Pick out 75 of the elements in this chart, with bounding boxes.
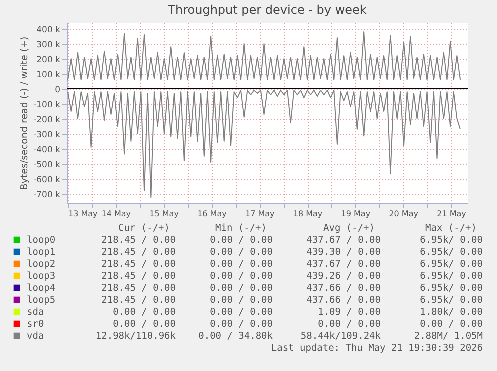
chart-title: Throughput per device - by week [167, 3, 367, 17]
y-tick-label: 200 k [36, 56, 61, 66]
text: 0.00 / 0.00 [210, 235, 274, 246]
text: 218.45 / 0.00 [102, 247, 176, 258]
x-tick-label: 15 May [150, 210, 180, 218]
y-tick-label: -500 k [34, 160, 61, 170]
text: Cur (-/+) [118, 223, 170, 234]
line-series [68, 90, 462, 198]
x-tick-label: 21 May [437, 210, 467, 218]
text: 6.95k/ 0.00 [420, 295, 484, 306]
x-tick-label: 17 May [245, 210, 276, 218]
legend-label: sr0 [27, 319, 44, 330]
text: 0.00 / 0.00 [210, 247, 274, 258]
text: 0.00 / 34.80k [198, 331, 274, 342]
text: 2.88M/ 1.05M [414, 331, 484, 342]
text: 437.67 / 0.00 [306, 235, 382, 246]
text: 0.00 / 0.00 [420, 319, 484, 330]
legend-label: loop3 [27, 271, 56, 282]
x-tick-label: 18 May [293, 210, 323, 218]
legend-label: loop5 [27, 295, 56, 306]
legend-label: sda [27, 307, 44, 318]
y-tick-label: -300 k [34, 130, 61, 140]
legend-label: loop0 [27, 235, 56, 246]
text: 218.45 / 0.00 [102, 283, 176, 294]
y-tick-label: -600 k [34, 176, 61, 186]
y-tick-label: 400 k [36, 26, 61, 36]
legend-label: loop2 [27, 259, 56, 270]
y-tick-label: 100 k [36, 70, 61, 80]
y-tick-label: -200 k [34, 116, 61, 126]
x-tick-label: 20 May [389, 210, 419, 218]
y-tick-label: 0 [55, 86, 60, 96]
y-tick-label: 300 k [36, 40, 61, 50]
text: 0.00 / 0.00 [318, 319, 382, 330]
x-tick-label: 13 May [68, 210, 98, 218]
text: Max (-/+) [426, 223, 477, 234]
text: 58.44k/109.24k [300, 331, 382, 342]
text: 0.00 / 0.00 [210, 295, 274, 306]
text: 437.66 / 0.00 [306, 295, 382, 306]
x-tick-label: 14 May [102, 210, 132, 218]
text: 218.45 / 0.00 [102, 235, 176, 246]
legend-label: vda [27, 331, 44, 342]
text: 0.00 / 0.00 [210, 259, 274, 270]
y-tick-label: -700 k [34, 190, 61, 200]
text: 6.95k/ 0.00 [420, 283, 484, 294]
legend-label: loop1 [27, 247, 56, 258]
x-tick-label: 16 May [198, 210, 228, 218]
text: 0.00 / 0.00 [210, 319, 274, 330]
text: 439.30 / 0.00 [306, 247, 382, 258]
text: 0.00 / 0.00 [210, 307, 274, 318]
text: 0.00 / 0.00 [210, 283, 274, 294]
text: 6.95k/ 0.00 [420, 235, 484, 246]
text: 218.45 / 0.00 [102, 259, 176, 270]
text: 0.00 / 0.00 [113, 307, 176, 318]
text: 1.09 / 0.00 [318, 307, 382, 318]
text: 439.26 / 0.00 [306, 271, 382, 282]
text: 437.67 / 0.00 [306, 259, 382, 270]
line-series [68, 32, 462, 80]
text: Min (-/+) [216, 223, 267, 234]
text: Avg (-/+) [324, 223, 375, 234]
text: 6.95k/ 0.00 [420, 247, 484, 258]
text: 0.00 / 0.00 [113, 319, 176, 330]
text: 12.98k/110.96k [96, 331, 176, 342]
text: 1.80k/ 0.00 [420, 307, 484, 318]
text: 6.95k/ 0.00 [420, 271, 484, 282]
text: Last update: Thu May 21 19:30:39 2026 [271, 343, 484, 354]
y-tick-label: -400 k [34, 146, 61, 156]
text: 218.45 / 0.00 [102, 271, 176, 282]
text: 6.95k/ 0.00 [420, 259, 484, 270]
y-axis-title: Bytes/second read (-) / write (+) [20, 36, 31, 190]
legend-label: loop4 [27, 283, 56, 294]
y-tick-label: -100 k [34, 100, 61, 110]
text: 218.45 / 0.00 [102, 295, 176, 306]
text: 0.00 / 0.00 [210, 271, 274, 282]
text: 437.66 / 0.00 [306, 283, 382, 294]
x-tick-label: 19 May [341, 210, 371, 218]
